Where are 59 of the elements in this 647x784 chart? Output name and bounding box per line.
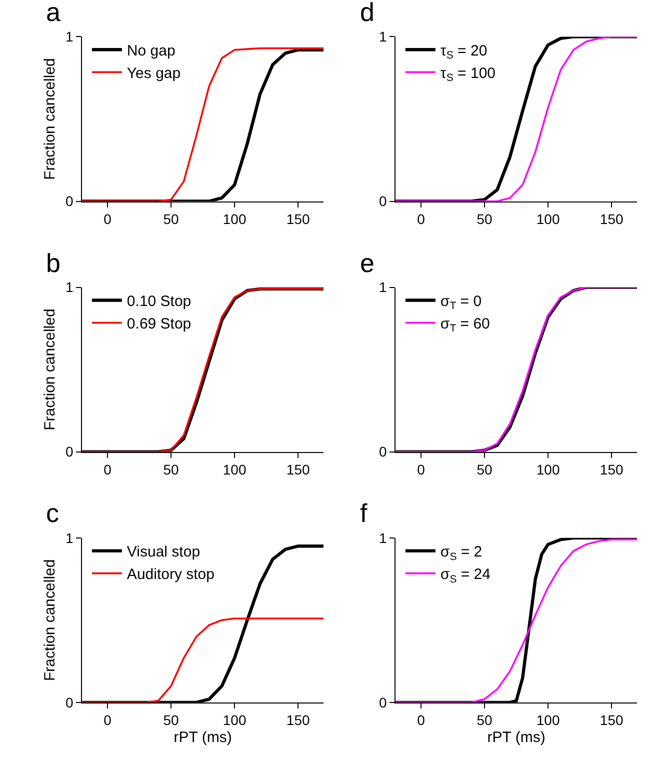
x-tick-label: 50 xyxy=(476,211,493,228)
y-axis-title: Fraction cancelled xyxy=(42,559,59,682)
x-tick-label: 100 xyxy=(536,211,560,228)
legend-label: Auditory stop xyxy=(126,566,214,584)
legend-label: Yes gap xyxy=(126,65,181,82)
x-tick-label: 50 xyxy=(163,462,180,478)
x-tick-label: 100 xyxy=(536,462,560,478)
x-tick-label: 0 xyxy=(104,462,112,478)
legend-label: σ$_{T}$ = 60 xyxy=(440,316,490,335)
x-tick-label: 100 xyxy=(222,211,246,228)
y-tick-label: 1 xyxy=(379,530,388,546)
legend-label: Visual stop xyxy=(126,544,200,561)
y-tick-label: 0 xyxy=(66,193,74,210)
legend-label: 0.10 Stop xyxy=(126,293,192,310)
x-tick-label: 0 xyxy=(417,712,426,728)
x-tick-label: 150 xyxy=(600,462,624,478)
x-tick-label: 150 xyxy=(286,462,310,478)
x-tick-label: 150 xyxy=(600,712,624,728)
y-axis-title: Fraction cancelled xyxy=(42,308,59,430)
x-tick-label: 0 xyxy=(417,462,426,478)
legend-label: σ$_{S}$ = 2 xyxy=(440,544,482,563)
chart-title: f xyxy=(360,498,368,528)
legend-label: 0.69 Stop xyxy=(126,316,192,333)
legend-label: τ$_{S}$ = 100 xyxy=(440,65,496,84)
chart-title: b xyxy=(46,248,60,278)
y-tick-label: 0 xyxy=(379,193,388,210)
legend-label: No gap xyxy=(126,42,176,60)
x-tick-label: 150 xyxy=(286,712,310,728)
x-tick-label: 100 xyxy=(222,462,246,478)
y-tick-label: 0 xyxy=(66,444,74,460)
chart-title: d xyxy=(360,0,374,27)
legend-label: σ$_{S}$ = 24 xyxy=(440,566,490,586)
chart-title: e xyxy=(360,248,374,278)
chart-title: c xyxy=(46,498,59,528)
x-tick-label: 0 xyxy=(417,211,426,228)
x-tick-label: 50 xyxy=(476,462,493,478)
y-tick-label: 1 xyxy=(379,279,388,296)
y-tick-label: 0 xyxy=(379,694,388,710)
x-tick-label: 50 xyxy=(163,712,180,728)
legend-label: τ$_{S}$ = 20 xyxy=(440,42,488,62)
y-tick-label: 1 xyxy=(66,28,74,45)
x-tick-label: 100 xyxy=(222,712,246,728)
legend-label: σ$_{T}$ = 0 xyxy=(440,293,482,312)
y-tick-label: 1 xyxy=(379,28,388,45)
x-tick-label: 0 xyxy=(104,211,112,228)
chart-title: a xyxy=(46,0,61,27)
x-axis-title: rPT (ms) xyxy=(174,729,232,746)
x-tick-label: 150 xyxy=(286,211,310,228)
y-tick-label: 0 xyxy=(379,444,388,460)
x-tick-label: 50 xyxy=(476,712,493,728)
x-axis-title: rPT (ms) xyxy=(487,729,546,746)
x-tick-label: 50 xyxy=(163,211,180,228)
y-axis-title: Fraction cancelled xyxy=(42,58,59,180)
x-tick-label: 0 xyxy=(104,712,112,728)
y-tick-label: 0 xyxy=(66,694,74,710)
y-tick-label: 1 xyxy=(66,279,74,296)
y-tick-label: 1 xyxy=(66,530,74,546)
x-tick-label: 100 xyxy=(536,712,560,728)
x-tick-label: 150 xyxy=(600,211,624,228)
